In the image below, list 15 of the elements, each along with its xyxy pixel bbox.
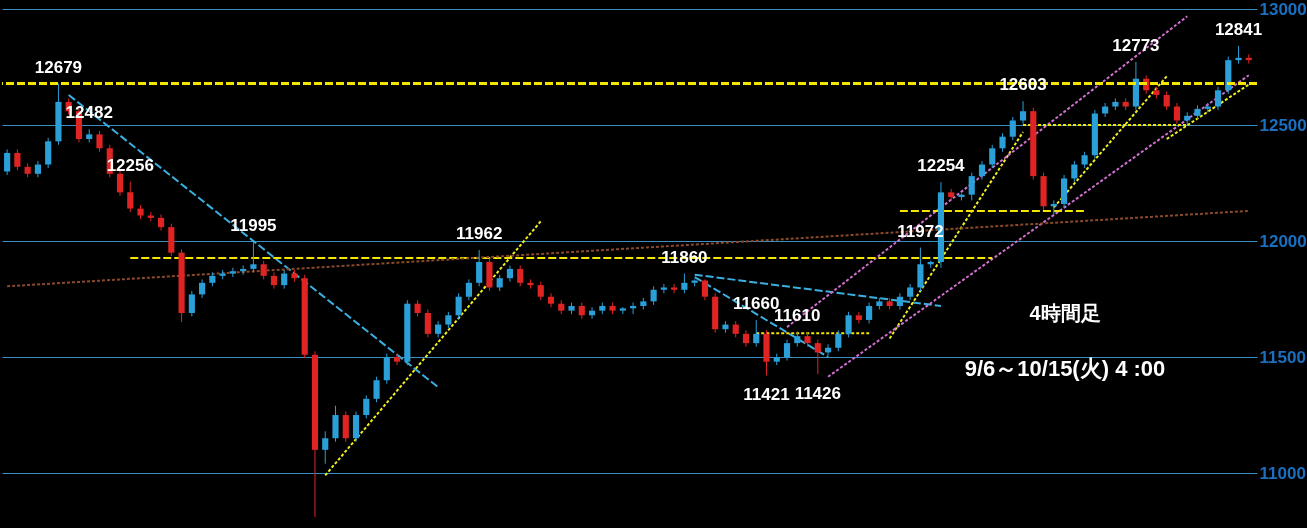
annotation: 12679 bbox=[34, 57, 83, 77]
annotation: 11421 bbox=[743, 385, 790, 405]
y-tick-label: 13000 bbox=[1259, 0, 1307, 19]
annotation: 12254 bbox=[917, 156, 966, 176]
y-tick-label: 11500 bbox=[1259, 347, 1306, 367]
annotation: 11995 bbox=[230, 216, 277, 236]
y-tick-label: 12000 bbox=[1259, 231, 1307, 251]
annotation: 9/6～10/15(火) 4 :00 bbox=[964, 356, 1166, 381]
annotation: 11426 bbox=[794, 384, 841, 404]
annotation: 12773 bbox=[1112, 35, 1160, 55]
y-tick-label: 11000 bbox=[1259, 463, 1306, 483]
y-tick-label: 12500 bbox=[1259, 115, 1307, 135]
annotation: 4時間足 bbox=[1029, 302, 1101, 324]
annotation: 12841 bbox=[1214, 20, 1263, 39]
annotation: 11962 bbox=[455, 223, 503, 243]
